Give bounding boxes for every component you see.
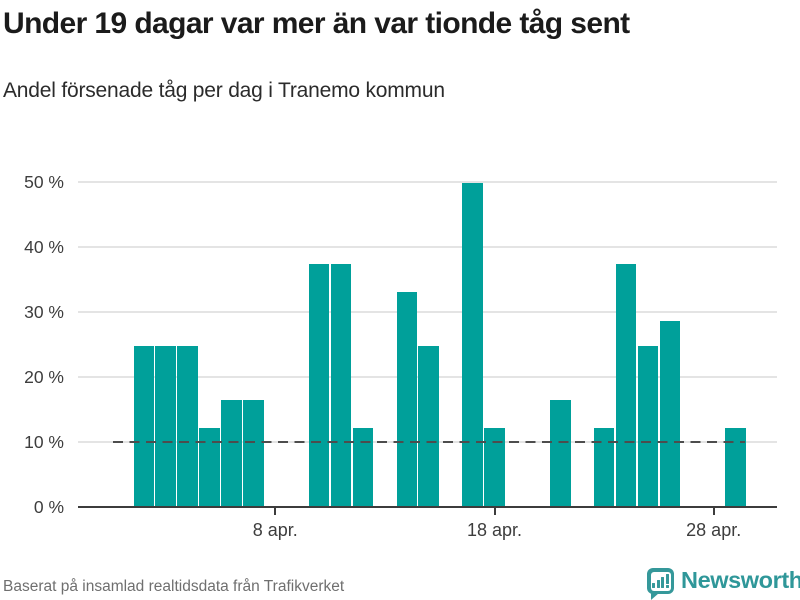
mini-bar-1 [652,582,656,588]
source-note: Baserat på insamlad realtidsdata från Tr… [3,578,345,595]
bar-7-apr [243,399,264,507]
bar-25-apr [637,346,659,507]
gridline-40 [78,245,777,248]
bar-18-apr [484,427,505,507]
bar-3-apr [155,346,176,507]
mini-bar-3 [661,576,665,588]
bar-17-apr [462,182,483,507]
y-axis-tick-label: 40 % [24,236,64,257]
gridline-30 [78,310,777,313]
y-axis-tick-label: 30 % [24,301,64,322]
x-axis-tick [493,508,496,515]
y-axis-tick-label: 10 % [24,431,64,452]
y-axis-tick-label: 0 % [33,497,64,517]
bar-24-apr [615,264,637,507]
mini-bar-chart-icon [650,571,671,591]
x-axis-tick-label: 18 apr. [466,520,523,540]
bar-2-apr [133,346,155,507]
y-axis-tick-label: 50 % [24,171,64,192]
x-axis-tick-label: 8 apr. [252,520,298,540]
bar-14-apr [396,291,418,507]
x-axis-line [78,506,777,508]
chart-subtitle: Andel försenade tåg per dag i Tranemo ko… [3,79,445,102]
bar-21-apr [550,399,571,507]
bar-23-apr [593,427,615,507]
x-axis-tick [274,508,277,515]
newsworthy-logo: Newsworthy [647,566,800,600]
bar-6-apr [221,399,242,507]
chart-title: Under 19 dagar var mer än var tionde tåg… [3,7,630,40]
reference-line-10pct [113,440,745,444]
x-axis-tick-label: 28 apr. [686,520,742,540]
newsworthy-wordmark: Newsworthy [681,567,800,593]
bar-15-apr [418,346,439,507]
y-axis-tick-label: 20 % [24,366,64,387]
bar-29-apr [725,427,746,507]
bar-5-apr [199,427,220,507]
bar-26-apr [659,321,681,507]
bar-4-apr [177,346,198,507]
x-axis-tick [712,508,715,515]
bar-10-apr [308,264,330,507]
bar-11-apr [330,264,352,507]
bar-12-apr [352,427,374,507]
exclamation-icon [665,574,669,588]
gridline-50 [78,180,777,183]
mini-bar-2 [656,579,660,588]
speech-bubble-chart-icon [647,568,674,600]
